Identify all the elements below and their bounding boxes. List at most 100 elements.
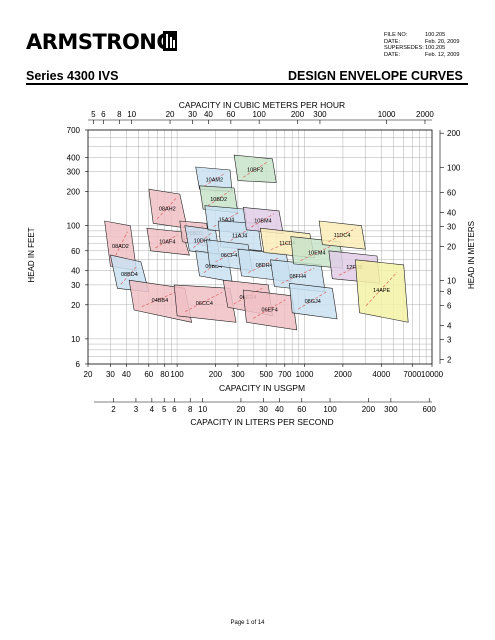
meters-tick-label: 30	[447, 222, 456, 231]
lps-tick-label: 30	[259, 405, 268, 414]
feet-tick-label: 10	[71, 335, 80, 344]
top-axis-label: CAPACITY IN CUBIC METERS PER HOUR	[179, 100, 345, 110]
envelope-label: 12FD6	[346, 265, 363, 271]
usgpm-tick-label: 500	[259, 370, 273, 379]
meters-tick-label: 6	[447, 302, 452, 311]
m3h-tick-label: 8	[117, 110, 122, 119]
efficiency-line	[207, 190, 230, 207]
feet-tick-label: 300	[67, 168, 81, 177]
envelope-06CC4	[173, 284, 237, 323]
envelope-label: 08GJ4	[305, 299, 321, 305]
usgpm-tick-label: 30	[106, 370, 115, 379]
meters-tick-label: 3	[447, 336, 452, 345]
meters-tick-label: 4	[447, 322, 452, 331]
envelope-label: 11CL4	[279, 241, 295, 247]
feet-tick-label: 40	[71, 267, 80, 276]
right-axis-label: HEAD IN METERS	[467, 221, 476, 289]
meters-tick-label: 8	[447, 287, 452, 296]
meters-tick-label: 10	[447, 276, 456, 285]
lps-axis-label: CAPACITY IN LITERS PER SECOND	[190, 417, 333, 427]
efficiency-line	[298, 291, 327, 310]
envelope-label: 08BD4	[121, 272, 138, 278]
efficiency-line	[193, 232, 212, 248]
m3h-tick-label: 300	[313, 110, 327, 119]
meters-tick-label: 2	[447, 356, 452, 365]
meters-tick-label: 60	[447, 188, 456, 197]
header-divider	[26, 83, 468, 85]
m3h-tick-label: 100	[252, 110, 266, 119]
efficiency-line	[281, 267, 315, 284]
m3h-tick-label: 200	[291, 110, 305, 119]
meters-tick-label: 40	[447, 208, 456, 217]
envelope-14APE	[354, 259, 409, 323]
feet-tick-label: 20	[71, 301, 80, 310]
document-meta: FILE NO: 100.205 DATE: Feb. 20, 2009 SUPER…	[384, 32, 460, 58]
envelope-label: 10BM4	[254, 218, 271, 224]
m3h-tick-label: 5	[91, 110, 96, 119]
envelope-label: 10BF2	[247, 167, 263, 173]
efficiency-line	[120, 265, 138, 285]
efficiency-line	[141, 291, 178, 308]
feet-tick-label: 60	[71, 247, 80, 256]
efficiency-line	[113, 231, 128, 261]
m3h-tick-label: 1000	[378, 110, 396, 119]
lps-tick-label: 2	[111, 405, 116, 414]
lps-tick-label: 20	[236, 405, 245, 414]
usgpm-tick-label: 4000	[372, 370, 390, 379]
document-title: DESIGN ENVELOPE CURVES	[288, 69, 463, 83]
usgpm-tick-label: 7000	[403, 370, 421, 379]
m3h-tick-label: 40	[204, 110, 213, 119]
envelope-label: 10DH4	[194, 238, 211, 244]
feet-tick-label: 6	[76, 360, 81, 369]
envelope-label: 11DC4	[334, 233, 351, 239]
feet-tick-label: 100	[67, 222, 81, 231]
envelope-label: 08AD2	[112, 244, 129, 250]
envelope-label: 08FH4	[290, 274, 307, 280]
m3h-tick-label: 2000	[416, 110, 434, 119]
lps-tick-label: 8	[188, 405, 193, 414]
usgpm-tick-label: 2000	[334, 370, 352, 379]
envelope-08GJ4	[289, 282, 338, 320]
lps-tick-label: 3	[134, 405, 139, 414]
envelope-label: 04BB4	[152, 298, 169, 304]
efficiency-line	[251, 213, 275, 228]
efficiency-line	[155, 234, 178, 249]
efficiency-line	[253, 299, 286, 319]
usgpm-tick-label: 200	[209, 370, 223, 379]
envelope-label: 14APE	[373, 288, 390, 294]
m3h-tick-label: 20	[166, 110, 175, 119]
lps-tick-label: 4	[150, 405, 155, 414]
envelope-label: 11AJ4	[232, 233, 247, 239]
meta-row: FILE NO: 100.205	[384, 32, 446, 38]
envelope-label: 10BD2	[210, 197, 227, 203]
m3h-tick-label: 60	[226, 110, 235, 119]
lps-tick-label: 6	[172, 405, 177, 414]
meta-row: DATE: Feb. 20, 2009	[384, 38, 460, 45]
lps-tick-label: 5	[162, 405, 167, 414]
envelope-label: 15AJ4	[219, 218, 235, 224]
feet-tick-label: 700	[67, 126, 81, 135]
usgpm-tick-label: 40	[122, 370, 131, 379]
axis-ticks: 20 30 40 60 80 100 200 300 500 700 1000 2000 4000 700…	[67, 110, 461, 414]
usgpm-tick-label: 300	[231, 370, 245, 379]
m3h-tick-label: 6	[101, 110, 106, 119]
envelope-label: 10AM2	[206, 177, 223, 183]
series-title: Series 4300 IVS	[26, 69, 119, 83]
meters-tick-label: 20	[447, 242, 456, 251]
lps-tick-label: 600	[423, 405, 437, 414]
efficiency-line	[203, 172, 226, 187]
meta-row: DATE: Feb. 12, 2009	[384, 51, 460, 58]
efficiency-line	[338, 259, 371, 276]
usgpm-tick-label: 100	[170, 370, 184, 379]
efficiency-line	[184, 292, 223, 312]
lps-tick-label: 200	[362, 405, 376, 414]
envelope-label: 06CC4	[196, 301, 213, 307]
envelope-label: 06CF4	[221, 253, 238, 259]
lps-tick-label: 100	[323, 405, 337, 414]
usgpm-tick-label: 60	[144, 370, 153, 379]
efficiency-line	[328, 228, 356, 243]
m3h-tick-label: 30	[188, 110, 197, 119]
meta-row: SUPERSEDES: 100.205	[384, 45, 446, 52]
efficiency-line	[270, 236, 304, 250]
